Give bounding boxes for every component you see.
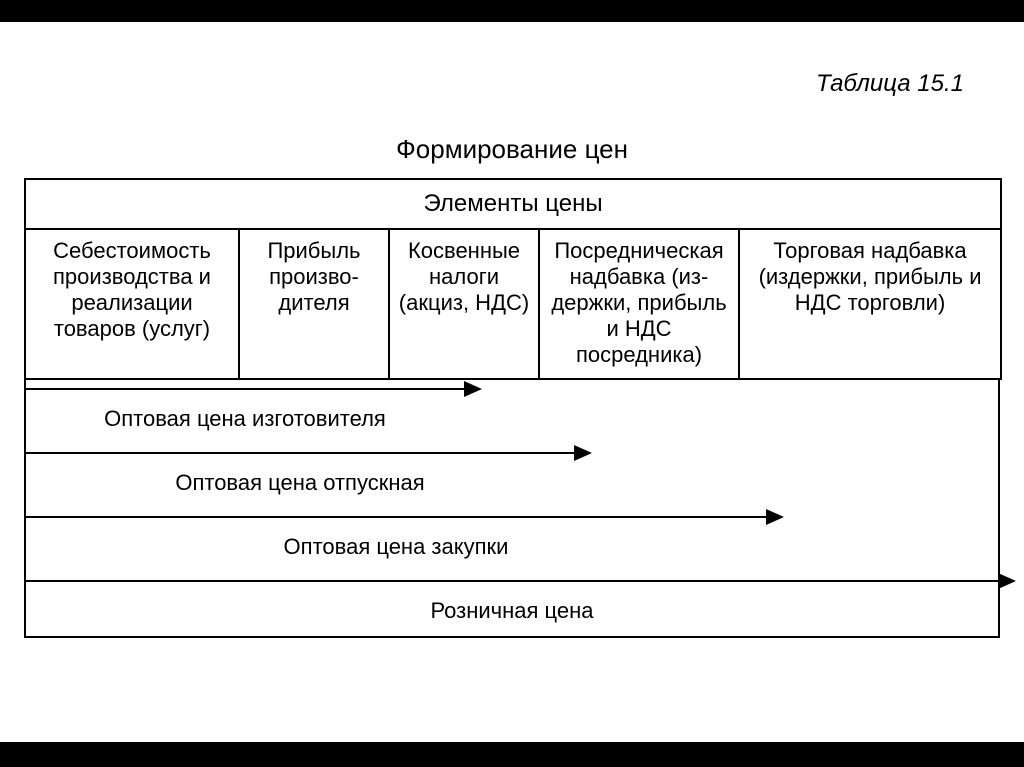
arrow-head-icon bbox=[766, 509, 784, 525]
table-title: Формирование цен bbox=[0, 134, 1024, 165]
arrow-line bbox=[26, 388, 464, 390]
arrow-head-icon bbox=[574, 445, 592, 461]
arrow-line bbox=[26, 580, 998, 582]
arrow-head-icon bbox=[998, 573, 1016, 589]
table-wrap: Элементы цены Себестоимость производства… bbox=[24, 178, 1000, 638]
table-caption: Таблица 15.1 bbox=[816, 70, 964, 98]
col-taxes: Косвен­ные на­логи (акциз, НДС) bbox=[389, 229, 539, 379]
table-header: Элементы цены bbox=[25, 179, 1001, 229]
col-profit: Прибыль произво­дителя bbox=[239, 229, 389, 379]
arrow-row-1: Оптовая цена изготовителя bbox=[26, 380, 998, 444]
page: Таблица 15.1 Формирование цен Элементы ц… bbox=[0, 22, 1024, 742]
arrow-label: Оптовая цена закупки bbox=[26, 534, 766, 560]
arrow-label: Оптовая цена отпускная bbox=[26, 470, 574, 496]
arrow-row-2: Оптовая цена отпускная bbox=[26, 444, 998, 508]
col-middleman: Посредни­ческая над­бавка (из­держки, пр… bbox=[539, 229, 739, 379]
col-trade: Торговая надбав­ка (издержки, прибыль и … bbox=[739, 229, 1001, 379]
arrow-row-3: Оптовая цена закупки bbox=[26, 508, 998, 572]
col-cost: Себестоимость производства и реализации … bbox=[25, 229, 239, 379]
arrow-label: Оптовая цена изготовителя bbox=[26, 406, 464, 432]
arrow-label: Розничная цена bbox=[26, 598, 998, 624]
arrow-head-icon bbox=[464, 381, 482, 397]
price-elements-table: Элементы цены Себестоимость производства… bbox=[24, 178, 1002, 380]
arrow-line bbox=[26, 452, 574, 454]
arrows-box: Оптовая цена изготовителя Оптовая цена о… bbox=[24, 380, 1000, 638]
arrow-line bbox=[26, 516, 766, 518]
arrow-row-4: Розничная цена bbox=[26, 572, 998, 636]
